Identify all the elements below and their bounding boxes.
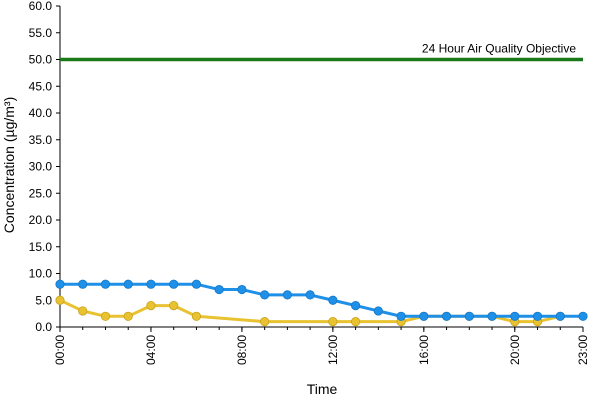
data-point (169, 279, 179, 289)
data-point (419, 311, 429, 321)
data-point (351, 317, 361, 327)
data-point (123, 279, 133, 289)
data-point (78, 306, 88, 316)
data-point (373, 306, 383, 316)
series-line (59, 298, 561, 324)
y-tick-label: 0.0 (35, 320, 52, 334)
data-point (464, 311, 474, 321)
data-point (237, 284, 247, 295)
data-point (396, 311, 406, 321)
x-tick-label: 23:00 (576, 335, 590, 365)
data-point (123, 311, 133, 321)
y-tick-label: 25.0 (29, 186, 53, 200)
data-point (100, 311, 111, 321)
data-point (146, 300, 156, 311)
data-point (487, 311, 497, 321)
data-point (510, 311, 520, 321)
data-point (146, 279, 156, 289)
x-tick-label: 08:00 (235, 335, 249, 365)
y-tick-label: 45.0 (29, 79, 53, 93)
x-tick-label: 20:00 (508, 335, 522, 365)
data-point (328, 295, 338, 305)
data-point (305, 290, 315, 300)
data-point (78, 279, 88, 289)
y-tick-label: 55.0 (29, 26, 53, 40)
x-axis-title: Time (307, 381, 338, 397)
plot-area: 0.0 5.0 10.0 15.0 20.0 25.0 30.0 35.0 40.0 45.0 50… (29, 0, 590, 365)
data-point (578, 311, 588, 321)
data-point (55, 279, 65, 289)
x-tick-label: 16:00 (417, 335, 431, 365)
y-tick-label: 10.0 (29, 267, 53, 281)
data-point (260, 290, 270, 300)
y-tick-label: 40.0 (29, 106, 53, 120)
objective-label: 24 Hour Air Quality Objective (422, 42, 576, 56)
y-tick-label: 60.0 (29, 0, 53, 13)
y-tick-label: 50.0 (29, 53, 53, 67)
data-point (169, 300, 179, 311)
y-tick-label: 5.0 (35, 293, 52, 307)
data-point (214, 284, 224, 295)
data-point (351, 300, 361, 311)
data-point (100, 279, 111, 289)
data-point (191, 279, 202, 289)
data-point (328, 317, 338, 327)
y-tick-label: 35.0 (29, 133, 53, 147)
y-axis-title: Concentration (µg/m³) (1, 97, 17, 233)
x-tick-label: 12:00 (326, 335, 340, 365)
data-point (441, 311, 452, 321)
data-point (532, 311, 543, 321)
y-tick-label: 15.0 (29, 240, 53, 254)
data-point (555, 311, 565, 321)
data-point (260, 317, 270, 327)
y-tick-label: 30.0 (29, 160, 53, 174)
y-tick-label: 20.0 (29, 213, 53, 227)
data-point (282, 290, 292, 300)
x-tick-label: 04:00 (144, 335, 158, 365)
data-point (191, 311, 202, 321)
data-point (55, 295, 65, 305)
x-tick-label: 00:00 (53, 335, 67, 365)
